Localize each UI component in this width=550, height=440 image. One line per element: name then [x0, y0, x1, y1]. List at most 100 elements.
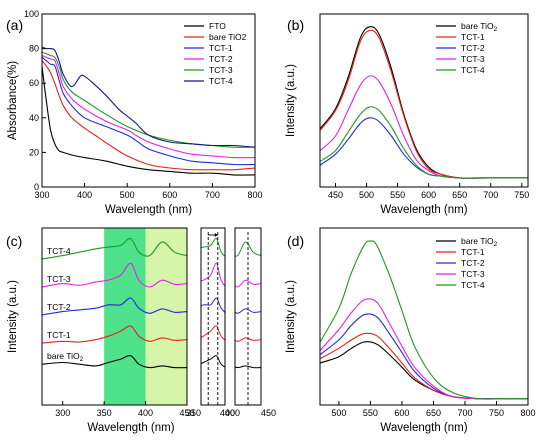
panel-b-panel-label: (b)	[287, 17, 304, 33]
panel-a-xlabel: Wavelength (nm)	[105, 204, 192, 216]
panel-a-xtick-label: 800	[247, 190, 262, 200]
panel-b-series-line	[320, 106, 528, 179]
panel-c-series-line	[42, 297, 187, 316]
panel-b-xtick-label: 650	[452, 190, 467, 200]
panel-a-xtick-label: 300	[34, 190, 49, 200]
panel-a-xtick-label: 700	[205, 190, 220, 200]
panel-b-legend-label: TCT-1	[461, 32, 485, 42]
panel-c-inset-series-line	[201, 238, 225, 257]
panel-c-series-line	[42, 237, 187, 260]
panel-c-inset-arrow-head	[214, 233, 218, 237]
panel-b-xtick-label: 750	[514, 190, 529, 200]
panel-d-ylabel: Intensity (a.u.)	[285, 280, 297, 353]
panel-c-inset: 350 400	[186, 227, 240, 418]
panel-c-inset-series-line	[235, 279, 261, 288]
panel-c-inset-xtick-label: 400	[220, 408, 235, 418]
panel-d-legend-label: bare TiO2	[461, 236, 498, 248]
panel-c-inset-series-line	[235, 308, 261, 314]
panel-d-series-line	[320, 332, 528, 400]
panel-a-series-line	[42, 46, 255, 148]
panel-d-series-line	[320, 341, 528, 400]
panel-a-legend-label: TCT-3	[209, 65, 233, 75]
panel-d-legend-label: TCT-3	[461, 269, 485, 279]
panel-c-xlabel: Wavelength (nm)	[87, 422, 174, 434]
panel-d-series-line	[320, 240, 528, 400]
panel-c-series-line	[42, 262, 187, 288]
panel-c-band	[145, 228, 187, 405]
panel-a-xtick-label: 400	[77, 190, 92, 200]
panel-b-xlabel: Wavelength (nm)	[380, 204, 467, 216]
panel-b-legend-label: TCT-2	[461, 43, 485, 53]
panel-d-legend-label: TCT-2	[461, 258, 485, 268]
panel-a-legend-label: TCT-2	[209, 54, 233, 64]
panel-a-ytick-label: 20	[29, 147, 39, 157]
panel-c-inset: 400 450	[220, 227, 276, 418]
panel-a-legend-label: TCT-4	[209, 76, 233, 86]
panel-c-inset-series-line	[201, 297, 225, 313]
panel-c-ylabel: Intensity (a.u.)	[7, 280, 19, 353]
panel-d-xlabel: Wavelength (nm)	[380, 422, 467, 434]
panel-b-xtick-label: 450	[328, 190, 343, 200]
panel-a-ytick-label: 0	[34, 182, 39, 192]
panel-c-inset-series-line	[201, 325, 225, 341]
panel-d-legend-label: TCT-4	[461, 280, 485, 290]
panel-c-inset-xtick-label: 400	[225, 408, 240, 418]
panel-d-panel-label: (d)	[287, 233, 304, 249]
panel-d: 500 550 600 650 700 750 800 Wavelength (nm) Inte…	[285, 227, 536, 434]
panel-c: bare TiO2 TCT-1 TCT-2 TCT-3 TCT-4 300 350 400 45…	[6, 227, 276, 434]
panel-d-xtick-label: 800	[520, 408, 535, 418]
panel-a-xtick-label: 500	[120, 190, 135, 200]
panel-b-xtick-label: 500	[359, 190, 374, 200]
panel-a-ytick-label: 80	[29, 44, 39, 54]
panel-a-xtick-label: 600	[162, 190, 177, 200]
panel-d-frame	[319, 227, 529, 406]
panel-d-xtick-label: 500	[331, 408, 346, 418]
panel-c-inset-series-line	[201, 355, 225, 368]
panel-c-xtick-label: 350	[97, 408, 112, 418]
panel-d-xtick-label: 650	[426, 408, 441, 418]
panel-c-series-line	[42, 325, 187, 344]
panel-c-inset-frame	[200, 227, 226, 406]
panel-c-inset-xtick-label: 450	[261, 408, 276, 418]
panel-c-xtick-label: 400	[138, 408, 153, 418]
panel-c-inset-series-line	[235, 365, 261, 369]
panel-a-series-line	[42, 65, 255, 176]
panel-c-legend-label: TCT-1	[47, 330, 71, 340]
panel-c-inset-series-line	[201, 262, 225, 287]
panel-d-xtick-label: 750	[489, 408, 504, 418]
panel-d-xtick-label: 550	[363, 408, 378, 418]
panel-c-inset-xtick-label: 350	[186, 408, 201, 418]
panel-b-legend-label: bare TiO2	[461, 21, 498, 33]
panel-c-inset-series-line	[235, 337, 261, 342]
panel-a-ylabel: Absorbance(%)	[7, 61, 19, 140]
panel-a-ytick-label: 60	[29, 78, 39, 88]
panel-b: 450 500 550 600 650 700 750 Wavelength (nm) Inte…	[285, 13, 529, 216]
panel-b-legend-label: TCT-4	[461, 65, 485, 75]
panel-d-xtick-label: 600	[394, 408, 409, 418]
panel-a-ytick-label: 40	[29, 113, 39, 123]
panel-d-xtick-label: 700	[457, 408, 472, 418]
panel-a-series-line	[42, 56, 255, 166]
panel-c-xtick-label: 300	[55, 408, 70, 418]
panel-c-inset-frame	[234, 227, 262, 406]
panel-c-legend-label: TCT-3	[47, 274, 71, 284]
panel-c-band	[104, 228, 146, 405]
panel-b-xtick-label: 550	[390, 190, 405, 200]
panel-c-series-line	[42, 355, 187, 369]
panel-a-panel-label: (a)	[6, 17, 23, 33]
panel-d-legend-label: TCT-1	[461, 247, 485, 257]
panel-b-frame	[319, 13, 529, 188]
panel-a-legend-label: TCT-1	[209, 43, 233, 53]
panel-c-legend-label: TCT-4	[47, 246, 71, 256]
panel-b-legend-label: TCT-3	[461, 54, 485, 64]
panel-c-panel-label: (c)	[6, 233, 22, 249]
panel-c-legend-label: TCT-2	[47, 302, 71, 312]
panel-c-frame	[41, 227, 188, 406]
panel-c-legend-label: bare TiO2	[47, 351, 84, 363]
panel-b-xtick-label: 600	[421, 190, 436, 200]
panel-a: 300 400 500 600 700 800 0 20 40 60 80 100 Wavelength…	[6, 9, 263, 216]
panel-a-series-line	[42, 54, 255, 159]
panel-b-ylabel: Intensity (a.u.)	[285, 64, 297, 137]
panel-c-xtick-label: 450	[179, 408, 194, 418]
